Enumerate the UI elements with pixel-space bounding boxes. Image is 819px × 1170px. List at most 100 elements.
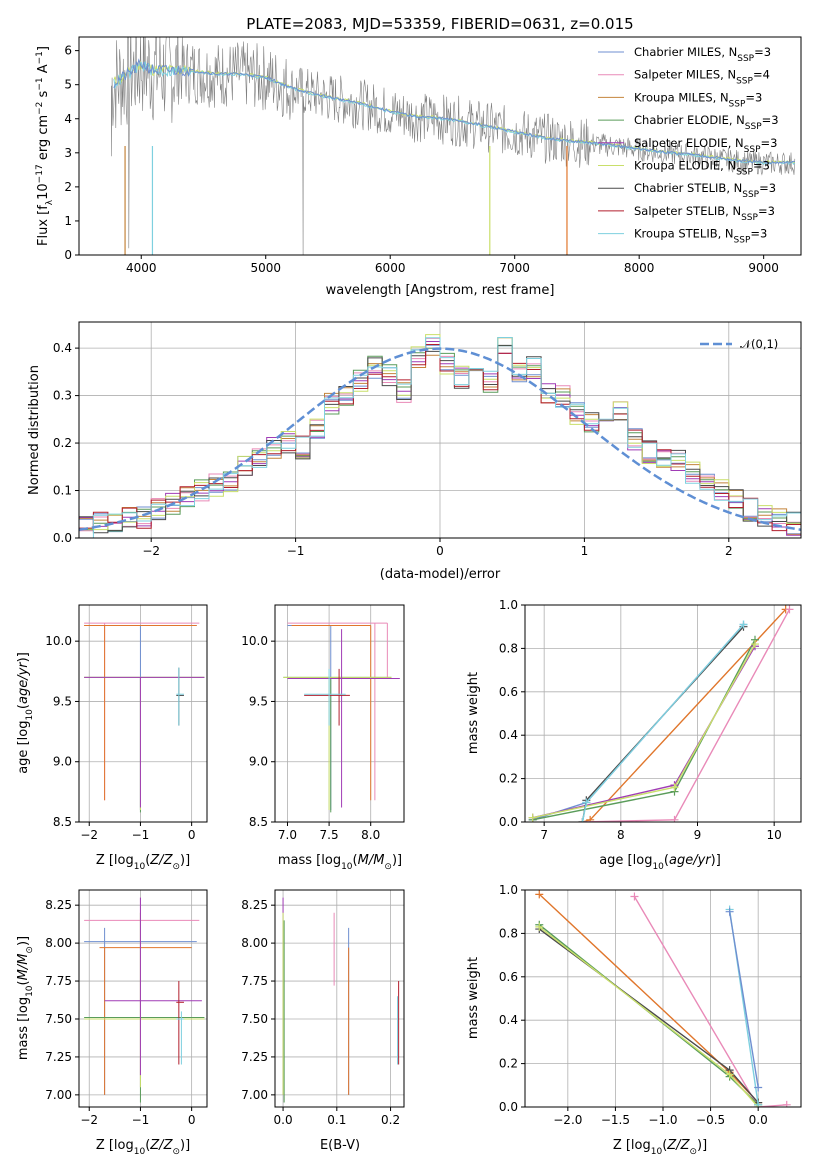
x-tick-label: 6000 — [375, 261, 406, 275]
x-tick-label: 9000 — [748, 261, 779, 275]
y-tick-label: 5 — [64, 78, 72, 92]
x-axis-label: Z [log10(Z/Z⊙)] — [613, 1138, 707, 1157]
plot-area — [535, 890, 791, 1107]
panel-mass_vs_EBV: 0.0 0.1 0.2 7.00 7.25 7.50 7.75 8.00 8.25 E(B-V) — [241, 889, 405, 1153]
x-tick-label: 8 — [617, 828, 625, 842]
legend-entry: Chabrier STELIB, NSSP=3 — [634, 181, 776, 200]
y-tick-label: 1.0 — [499, 883, 518, 897]
y-axis-label: age [log10(age/yr)] — [16, 652, 35, 774]
axes-frame — [524, 604, 802, 823]
plot-area — [79, 334, 801, 538]
x-tick-label: 8000 — [624, 261, 655, 275]
y-tick-label: 7.75 — [241, 974, 268, 988]
mass-weight-line — [538, 928, 759, 1104]
y-tick-label: 8.25 — [241, 898, 268, 912]
panel-massweight_vs_age: 7 8 9 10 0.0 0.2 0.4 0.6 0.8 1.0 age [log10(age/yr… — [466, 598, 802, 872]
y-tick-label: 0.6 — [499, 685, 518, 699]
x-tick-label: −0.5 — [696, 1113, 725, 1127]
mass-weight-line — [581, 626, 745, 822]
y-tick-label: 7.25 — [45, 1050, 72, 1064]
axes-frame — [78, 889, 208, 1108]
x-tick-label: 2 — [725, 544, 733, 558]
normal-curve-line — [79, 347, 801, 531]
x-tick-label: −2.0 — [553, 1113, 582, 1127]
y-tick-label: 10.0 — [45, 634, 72, 648]
y-axis-label: mass [log10(M/M⊙)] — [16, 936, 35, 1060]
x-tick-label: 7 — [540, 828, 548, 842]
model-spectrum-line — [113, 58, 795, 165]
plus-marker — [578, 818, 587, 822]
x-tick-label: 9 — [694, 828, 702, 842]
x-axis-label: (data-model)/error — [380, 567, 501, 582]
x-axis-label: age [log10(age/yr)] — [599, 853, 721, 872]
y-tick-label: 0.1 — [53, 484, 72, 498]
y-tick-label: 0.2 — [499, 1057, 518, 1071]
axes-frame — [274, 604, 405, 823]
axes-frame — [78, 36, 802, 256]
legend-entry: Salpeter MILES, NSSP=4 — [634, 68, 770, 87]
y-tick-label: 8.00 — [241, 936, 268, 950]
plus-marker — [754, 1100, 763, 1107]
y-tick-label: 0.4 — [499, 1013, 518, 1027]
y-tick-label: 7.00 — [241, 1088, 268, 1102]
y-tick-label: 7.75 — [45, 974, 72, 988]
plus-marker — [751, 640, 759, 649]
y-tick-label: 9.0 — [249, 755, 268, 769]
y-tick-label: 4 — [64, 112, 72, 126]
axes-frame — [274, 889, 405, 1108]
x-tick-label: −1.5 — [601, 1113, 630, 1127]
x-tick-label: 0.1 — [327, 1113, 346, 1127]
x-tick-label: 0.0 — [749, 1113, 768, 1127]
y-axis-label: mass weight — [466, 672, 481, 754]
plot-area — [283, 622, 400, 813]
plot-area — [84, 897, 205, 1103]
legend-entry: 𝒩(0,1) — [740, 337, 778, 351]
axes-frame — [78, 604, 208, 823]
x-axis-label: wavelength [Angstrom, rest frame] — [326, 283, 555, 298]
y-tick-label: 9.5 — [53, 694, 72, 708]
panel-age_vs_mass: 7.0 7.5 8.0 8.5 9.0 9.5 10.0 mass [log10(M/M⊙)] — [241, 604, 405, 872]
mass-weight-line — [633, 896, 787, 1107]
x-axis-label: Z [log10(Z/Z⊙)] — [96, 853, 190, 872]
plus-marker — [586, 815, 595, 822]
x-axis-label: E(B-V) — [320, 1138, 360, 1153]
y-tick-label: 9.0 — [53, 755, 72, 769]
x-tick-label: 0 — [188, 828, 196, 842]
y-tick-label: 1.0 — [499, 598, 518, 612]
y-tick-label: 9.5 — [249, 694, 268, 708]
x-tick-label: 0.0 — [274, 1113, 293, 1127]
x-tick-label: −1 — [132, 1113, 150, 1127]
legend-entry: Kroupa STELIB, NSSP=3 — [634, 227, 767, 246]
y-tick-label: 0 — [64, 248, 72, 262]
figure-title: PLATE=2083, MJD=53359, FIBERID=0631, z=0… — [246, 15, 633, 33]
panel-spectrum: 4000 5000 6000 7000 8000 9000 0 1 2 3 4 5 6 wavelengt… — [35, 36, 802, 298]
y-tick-label: 0.4 — [499, 728, 518, 742]
x-tick-label: 10 — [767, 828, 782, 842]
panel-age_vs_Z: −2 −1 0 8.5 9.0 9.5 10.0 Z [log10(Z/Z⊙)] age [lo… — [16, 604, 208, 872]
x-tick-label: −2 — [142, 544, 160, 558]
y-tick-label: 0.2 — [53, 436, 72, 450]
plus-marker — [725, 907, 734, 916]
plot-area — [84, 622, 205, 813]
x-tick-label: 0.2 — [381, 1113, 400, 1127]
plus-marker — [670, 815, 679, 822]
y-tick-label: 1 — [64, 214, 72, 228]
y-tick-label: 8.25 — [45, 898, 72, 912]
y-tick-label: 2 — [64, 180, 72, 194]
y-tick-label: 7.00 — [45, 1088, 72, 1102]
x-tick-label: −1 — [132, 828, 150, 842]
x-tick-label: 1 — [581, 544, 589, 558]
data-spectrum-line — [111, 37, 796, 255]
y-tick-label: 0.6 — [499, 970, 518, 984]
plus-marker — [535, 890, 544, 899]
y-tick-label: 3 — [64, 146, 72, 160]
x-tick-label: 0 — [436, 544, 444, 558]
y-tick-label: 8.00 — [45, 936, 72, 950]
y-tick-label: 0.2 — [499, 772, 518, 786]
panel-massweight_vs_Z: −2.0 −1.5 −1.0 −0.5 0.0 0.0 0.2 0.4 0.6 0.8 1.0 Z [… — [466, 883, 802, 1157]
panel-mass_vs_Z: −2 −1 0 7.00 7.25 7.50 7.75 8.00 8.25 Z [log10(Z/… — [16, 889, 208, 1157]
y-tick-label: 7.50 — [241, 1012, 268, 1026]
plot-area — [282, 897, 400, 1103]
y-tick-label: 6 — [64, 44, 72, 58]
legend-entry: Salpeter ELODIE, NSSP=3 — [634, 136, 777, 155]
